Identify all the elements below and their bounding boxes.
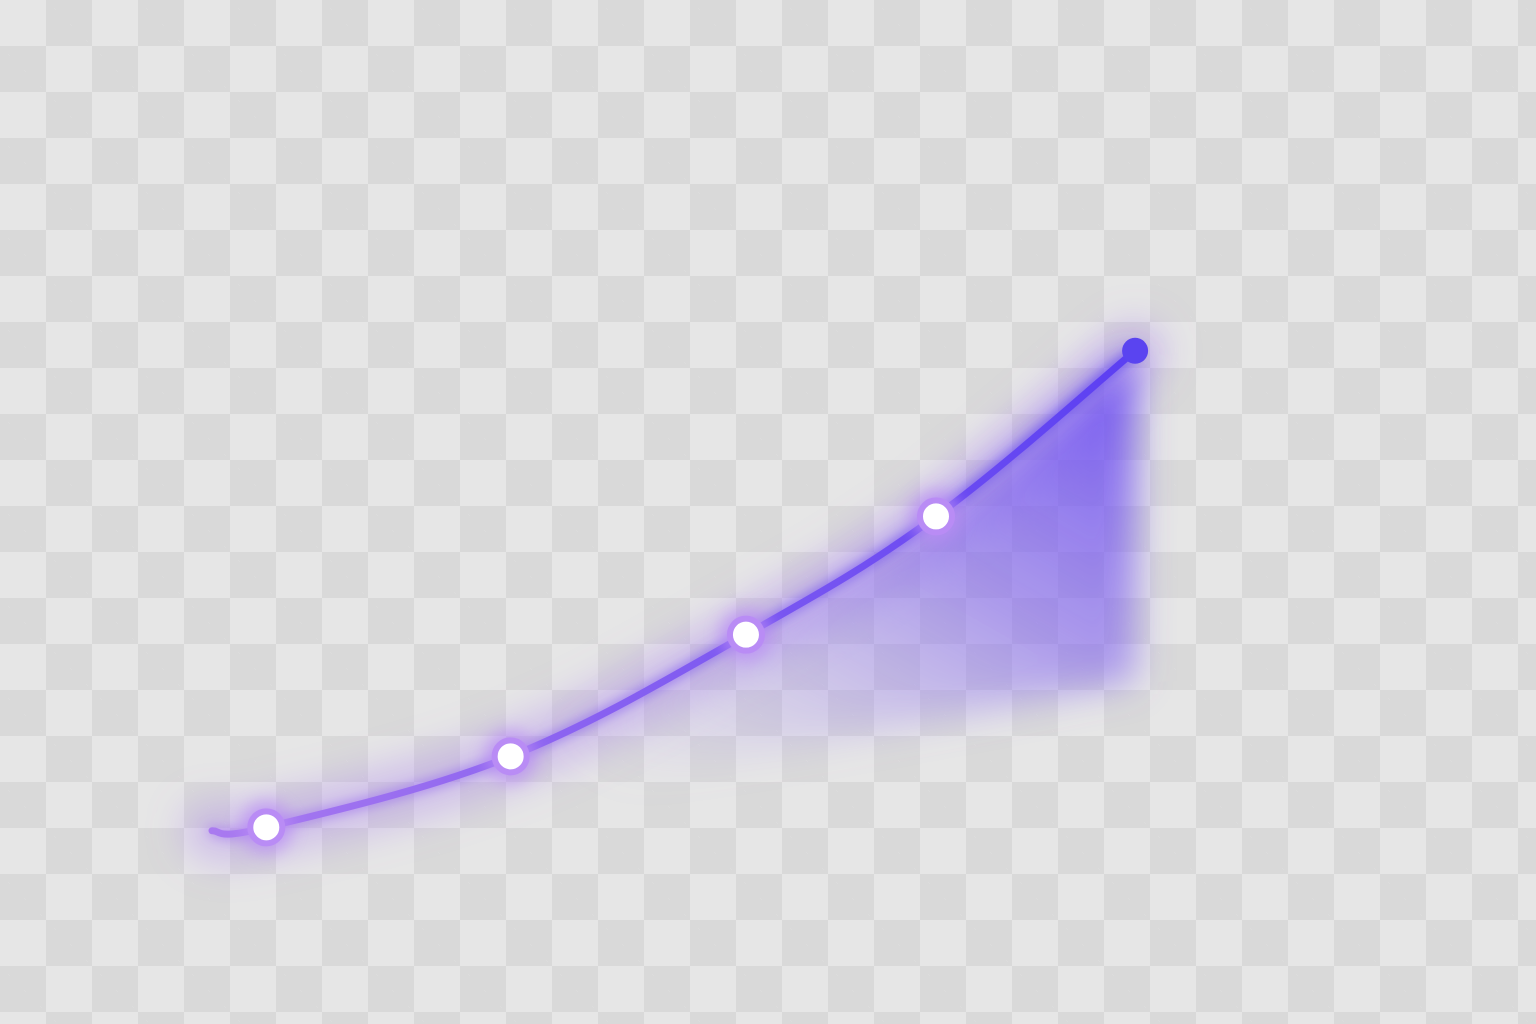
- data-point-4: [917, 497, 955, 536]
- data-points: [240, 337, 1149, 854]
- data-point-2: [491, 737, 530, 776]
- data-point-1: [247, 808, 286, 847]
- data-point-3: [726, 615, 765, 654]
- end-point-dot: [1122, 337, 1149, 364]
- area-fill: [510, 350, 1136, 797]
